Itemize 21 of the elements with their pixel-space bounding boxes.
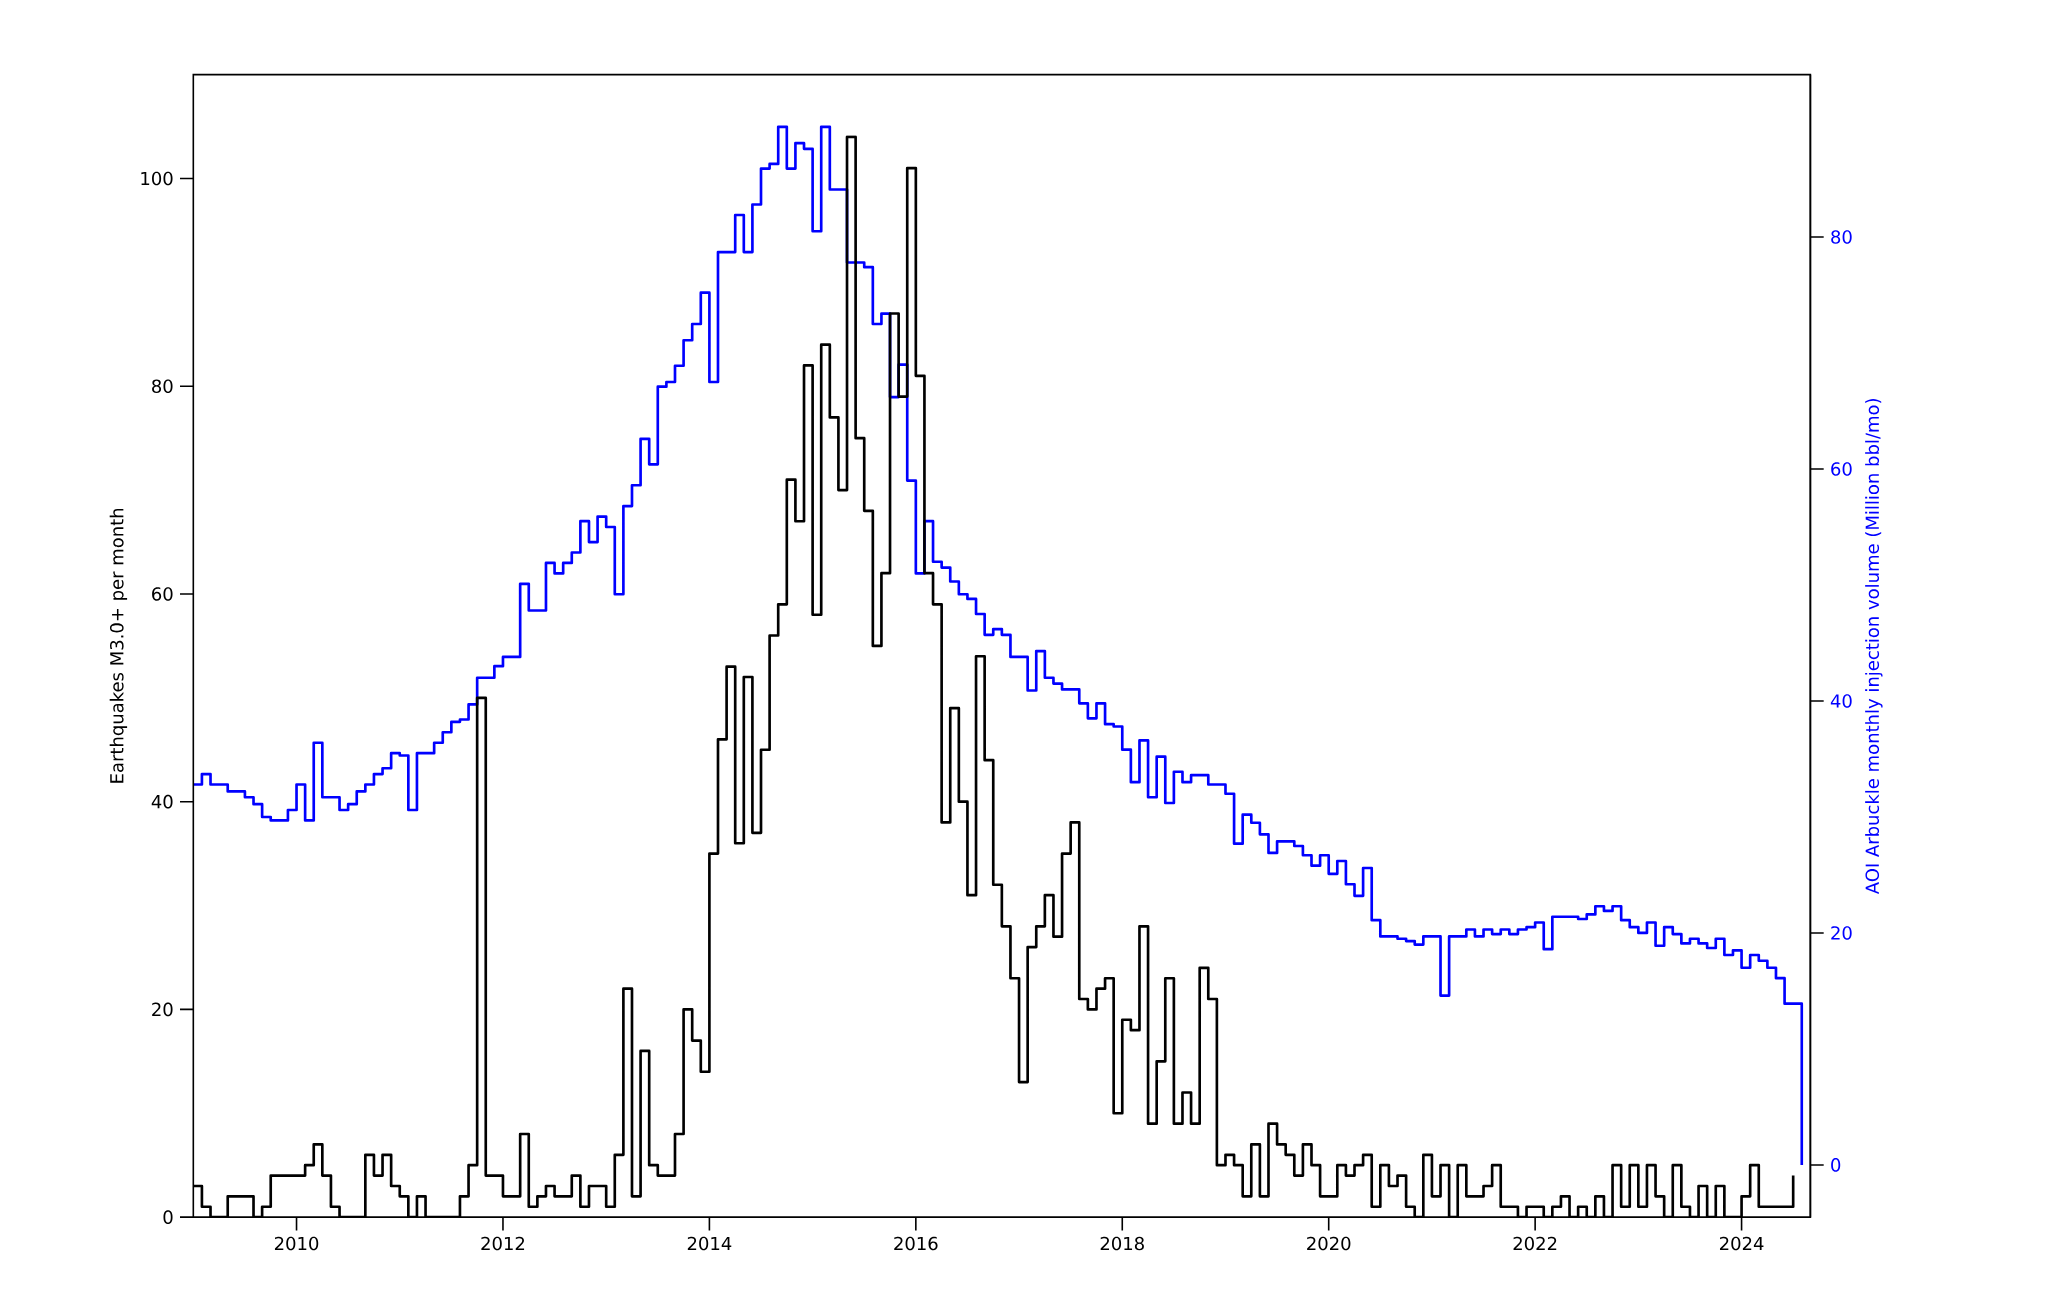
y-tick-label: 100 — [141, 171, 173, 186]
x-tick-label: 2016 — [894, 1236, 938, 1251]
y-axis-title: Earthquakes M3.0+ per month — [109, 508, 128, 783]
x-tick-label: 2010 — [274, 1236, 319, 1251]
x-tick-label: 2024 — [1719, 1236, 1764, 1251]
x-tick-label: 2022 — [1513, 1236, 1557, 1251]
y-tick-label: 0 — [163, 1210, 173, 1225]
x-tick-label: 2014 — [687, 1236, 732, 1251]
y2-tick-label: 60 — [1831, 462, 1852, 476]
y-tick-label: 60 — [152, 587, 173, 601]
x-tick-label: 2020 — [1307, 1236, 1351, 1251]
y2-tick-label: 0 — [1831, 1158, 1841, 1172]
y2-tick-label: 40 — [1830, 694, 1852, 708]
y-tick-label: 20 — [152, 1002, 173, 1017]
y2-axis-title: AOI Arbuckle monthly injection volume (Million bbl/mo) — [1865, 399, 1883, 895]
y-tick-label: 40 — [151, 794, 173, 809]
y2-tick-label: 80 — [1831, 230, 1852, 244]
x-tick-label: 2012 — [481, 1236, 525, 1251]
y-tick-label: 80 — [152, 379, 173, 394]
x-tick-label: 2018 — [1100, 1236, 1144, 1251]
y2-tick-label: 20 — [1831, 926, 1852, 940]
